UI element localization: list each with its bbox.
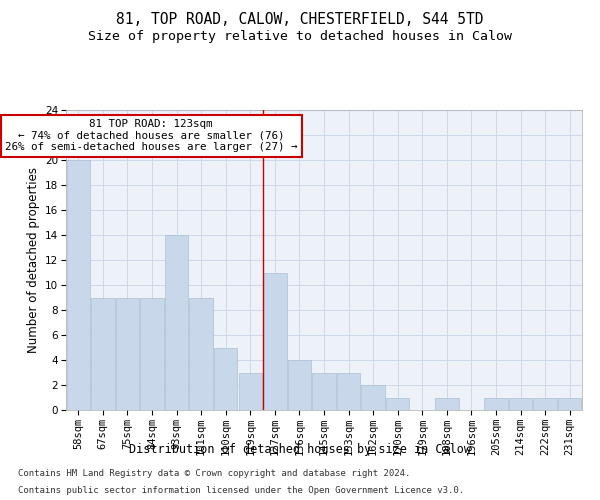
Bar [558,398,581,410]
Text: Contains HM Land Registry data © Crown copyright and database right 2024.: Contains HM Land Registry data © Crown c… [18,468,410,477]
Bar [67,160,90,410]
Y-axis label: Number of detached properties: Number of detached properties [26,167,40,353]
Bar [386,398,409,410]
Bar [533,398,557,410]
Bar [190,298,213,410]
Bar [435,398,458,410]
Bar [263,272,287,410]
Text: 81, TOP ROAD, CALOW, CHESTERFIELD, S44 5TD: 81, TOP ROAD, CALOW, CHESTERFIELD, S44 5… [116,12,484,28]
Text: Contains public sector information licensed under the Open Government Licence v3: Contains public sector information licen… [18,486,464,495]
Bar [91,298,115,410]
Text: Size of property relative to detached houses in Calow: Size of property relative to detached ho… [88,30,512,43]
Text: Distribution of detached houses by size in Calow: Distribution of detached houses by size … [129,442,471,456]
Bar [239,372,262,410]
Bar [288,360,311,410]
Bar [165,235,188,410]
Bar [361,385,385,410]
Bar [509,398,532,410]
Bar [140,298,164,410]
Bar [337,372,360,410]
Bar [313,372,335,410]
Bar [116,298,139,410]
Bar [214,348,238,410]
Text: 81 TOP ROAD: 123sqm
← 74% of detached houses are smaller (76)
26% of semi-detach: 81 TOP ROAD: 123sqm ← 74% of detached ho… [5,119,298,152]
Bar [484,398,508,410]
